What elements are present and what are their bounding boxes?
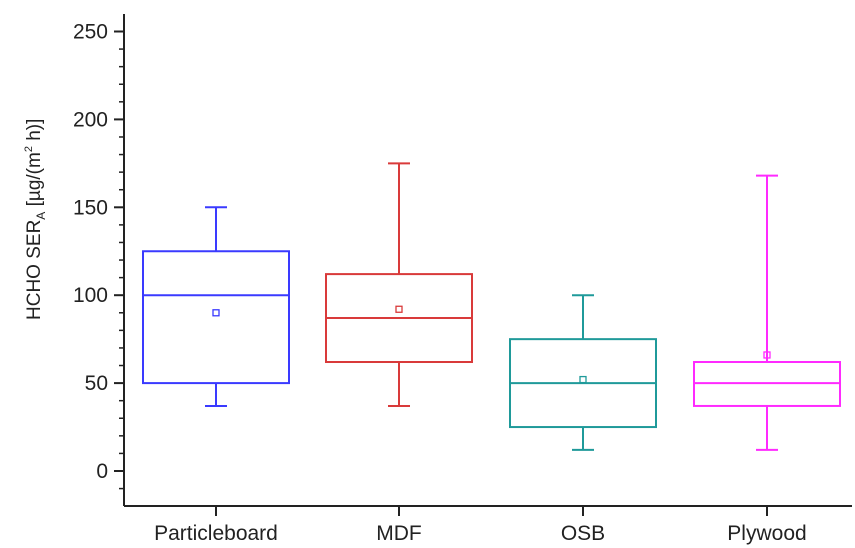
- y-tick-label: 100: [73, 284, 108, 307]
- y-tick-label: 150: [73, 196, 108, 219]
- y-tick-label: 250: [73, 21, 108, 44]
- x-tick-label: MDF: [376, 522, 422, 545]
- y-tick-label: 50: [85, 372, 108, 395]
- x-tick-label: Plywood: [727, 522, 806, 545]
- x-axis: Particleboard MDF OSB Plywood: [124, 505, 852, 545]
- box-mdf: [325, 162, 473, 407]
- box-series: [142, 162, 841, 451]
- box-osb: [509, 294, 657, 451]
- x-tick-label: OSB: [561, 522, 605, 545]
- y-tick-label: 200: [73, 108, 108, 131]
- box-iqr: [142, 250, 290, 385]
- x-tick-label: Particleboard: [154, 522, 278, 545]
- mean-marker: [212, 309, 220, 317]
- y-axis-label: HCHO SERA [µg/(m2 h)]: [23, 119, 48, 320]
- box-plywood: [693, 174, 841, 451]
- mean-marker: [579, 375, 587, 384]
- box-particleboard: [142, 206, 290, 407]
- y-axis: 0 50 100 150 200 250: [73, 14, 125, 506]
- y-tick-label: 0: [96, 460, 108, 483]
- mean-marker: [395, 305, 403, 313]
- mean-marker: [763, 351, 771, 359]
